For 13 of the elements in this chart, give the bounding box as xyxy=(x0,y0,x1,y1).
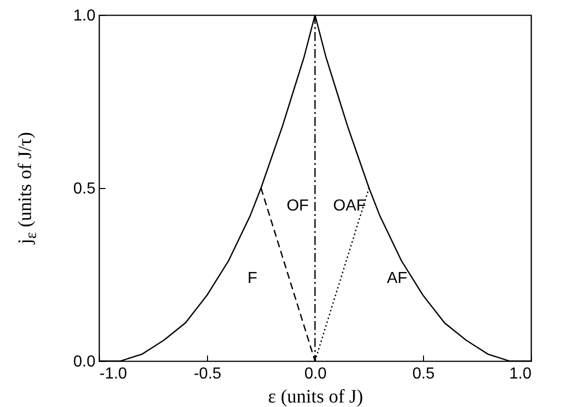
annotation: F xyxy=(247,270,258,287)
y-tick-label: 1.0 xyxy=(73,8,96,24)
y-tick-label: 0.0 xyxy=(73,354,96,370)
x-tick-label: -0.5 xyxy=(194,366,222,382)
x-axis-title: ε (units of J) xyxy=(268,386,364,407)
x-tick-label: 1.0 xyxy=(509,366,532,382)
y-tick-label: 0.5 xyxy=(73,180,96,198)
x-tick-label: 0.5 xyxy=(412,366,435,382)
annotation: OF xyxy=(286,197,310,214)
x-tick-label: 0.0 xyxy=(304,366,327,382)
x-tick-label: -1.0 xyxy=(100,366,128,382)
annotation: AF xyxy=(386,270,408,287)
annotation: OAF xyxy=(333,197,366,214)
